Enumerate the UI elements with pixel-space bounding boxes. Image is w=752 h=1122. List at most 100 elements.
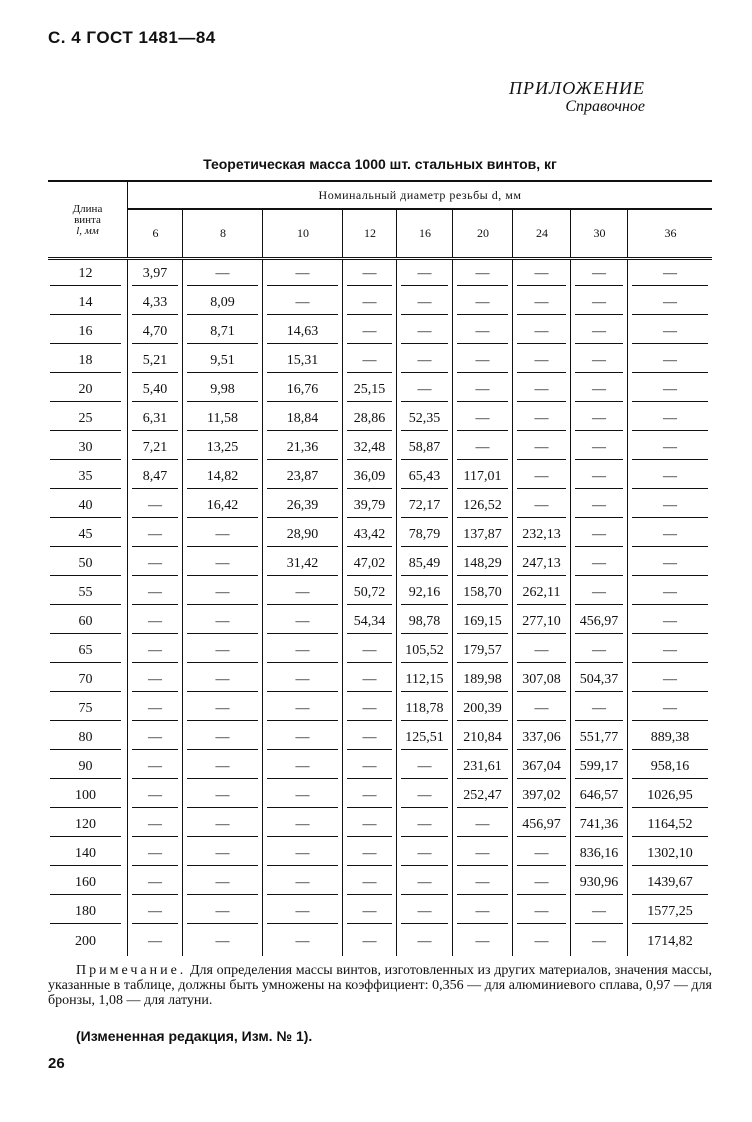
cell-value: — — [267, 259, 338, 286]
length-cell: 50 — [48, 550, 127, 579]
mass-cell: — — [127, 869, 182, 898]
mass-cell: 28,90 — [262, 521, 342, 550]
mass-cell: — — [627, 608, 712, 637]
cell-value: — — [187, 897, 258, 924]
mass-cell: — — [512, 347, 570, 376]
mass-cell: — — [452, 434, 512, 463]
cell-value: 80 — [50, 723, 121, 750]
mass-cell: 58,87 — [396, 434, 452, 463]
mass-cell: — — [182, 579, 262, 608]
mass-cell: 26,39 — [262, 492, 342, 521]
mass-cell: — — [127, 840, 182, 869]
cell-value: 140 — [50, 839, 121, 866]
cell-value: — — [401, 375, 448, 402]
mass-cell: — — [342, 898, 396, 927]
cell-value: — — [575, 549, 623, 576]
cell-value: 551,77 — [575, 723, 623, 750]
mass-cell: — — [342, 695, 396, 724]
mass-cell: — — [570, 376, 627, 405]
mass-cell: — — [182, 550, 262, 579]
length-cell: 70 — [48, 666, 127, 695]
mass-cell: — — [396, 869, 452, 898]
cell-value: 20 — [50, 375, 121, 402]
mass-cell: 65,43 — [396, 463, 452, 492]
cell-value: — — [187, 723, 258, 750]
table-body: 12 3,97— — — — — — — —14 4,33 8,09— — — — — — —16 4,70 8,7… — [48, 260, 712, 956]
cell-value: 231,61 — [457, 752, 508, 779]
mass-cell: — — [262, 260, 342, 289]
cell-value: — — [267, 810, 338, 837]
cell-value: 75 — [50, 694, 121, 721]
cell-value: 16,76 — [267, 375, 338, 402]
cell-value: — — [575, 694, 623, 721]
cell-value: 90 — [50, 752, 121, 779]
cell-value: — — [267, 839, 338, 866]
cell-value: — — [575, 433, 623, 460]
mass-cell: — — [182, 753, 262, 782]
cell-value: 65 — [50, 636, 121, 663]
cell-value: 40 — [50, 491, 121, 518]
cell-value: — — [187, 752, 258, 779]
mass-cell: 15,31 — [262, 347, 342, 376]
cell-value: 200 — [75, 934, 96, 949]
cell-value: — — [187, 549, 258, 576]
cell-value: — — [632, 404, 708, 431]
cell-value: 50,72 — [347, 578, 392, 605]
mass-cell: — — [627, 695, 712, 724]
mass-cell: — — [570, 579, 627, 608]
cell-value: — — [632, 520, 708, 547]
mass-cell: — — [627, 289, 712, 318]
table-row: 14 4,33 8,09 — — — — — — — — [48, 289, 712, 318]
mass-cell: — — [627, 347, 712, 376]
mass-cell: — — [342, 753, 396, 782]
mass-cell: 148,29 — [452, 550, 512, 579]
cell-value: 14,63 — [267, 317, 338, 344]
mass-cell: — — [570, 521, 627, 550]
length-cell: 25 — [48, 405, 127, 434]
mass-cell: 646,57 — [570, 782, 627, 811]
cell-value: 31,42 — [267, 549, 338, 576]
cell-value: 337,06 — [517, 723, 566, 750]
mass-cell: — — [627, 260, 712, 289]
mass-cell: 117,01 — [452, 463, 512, 492]
mass-cell: — — [262, 782, 342, 811]
mass-cell: — — [182, 608, 262, 637]
cell-value: — — [347, 752, 392, 779]
cell-value: — — [517, 375, 566, 402]
mass-cell: 158,70 — [452, 579, 512, 608]
mass-cell: 1714,82 — [627, 927, 712, 956]
cell-value: — — [267, 752, 338, 779]
table-row: 60 — — — 54,34 98,78 169,15 277,10 456,97 — — [48, 608, 712, 637]
mass-cell: — — [570, 550, 627, 579]
mass-cell: — — [127, 724, 182, 753]
cell-value: — — [132, 781, 178, 808]
cell-value: — — [215, 934, 230, 949]
mass-cell: — — [396, 318, 452, 347]
table-row: 30 7,21 13,25 21,36 32,48 58,87 — — — — — [48, 434, 712, 463]
cell-value: — — [575, 491, 623, 518]
length-cell: 180 — [48, 898, 127, 927]
cell-value: — — [187, 665, 258, 692]
cell-value: — — [457, 810, 508, 837]
cell-value: — — [457, 259, 508, 286]
diameter-column-header: 16 — [396, 210, 453, 257]
table-row: 45 — — 28,90 43,42 78,79 137,87 232,13 — — — [48, 521, 712, 550]
cell-value: 47,02 — [347, 549, 392, 576]
mass-cell: — — [262, 811, 342, 840]
cell-value: — — [575, 375, 623, 402]
mass-cell: 7,21 — [127, 434, 182, 463]
cell-value: — — [347, 868, 392, 895]
cell-value: — — [632, 433, 708, 460]
length-cell: 55 — [48, 579, 127, 608]
cell-value: 3,97 — [132, 259, 178, 286]
mass-cell: — — [127, 927, 182, 956]
cell-value: — — [401, 259, 448, 286]
cell-value: — — [347, 288, 392, 315]
mass-cell: — — [452, 260, 512, 289]
mass-cell: 16,76 — [262, 376, 342, 405]
length-cell: 90 — [48, 753, 127, 782]
cell-value: — — [632, 665, 708, 692]
cell-value: 247,13 — [517, 549, 566, 576]
mass-cell: — — [182, 927, 262, 956]
cell-value: — — [401, 810, 448, 837]
